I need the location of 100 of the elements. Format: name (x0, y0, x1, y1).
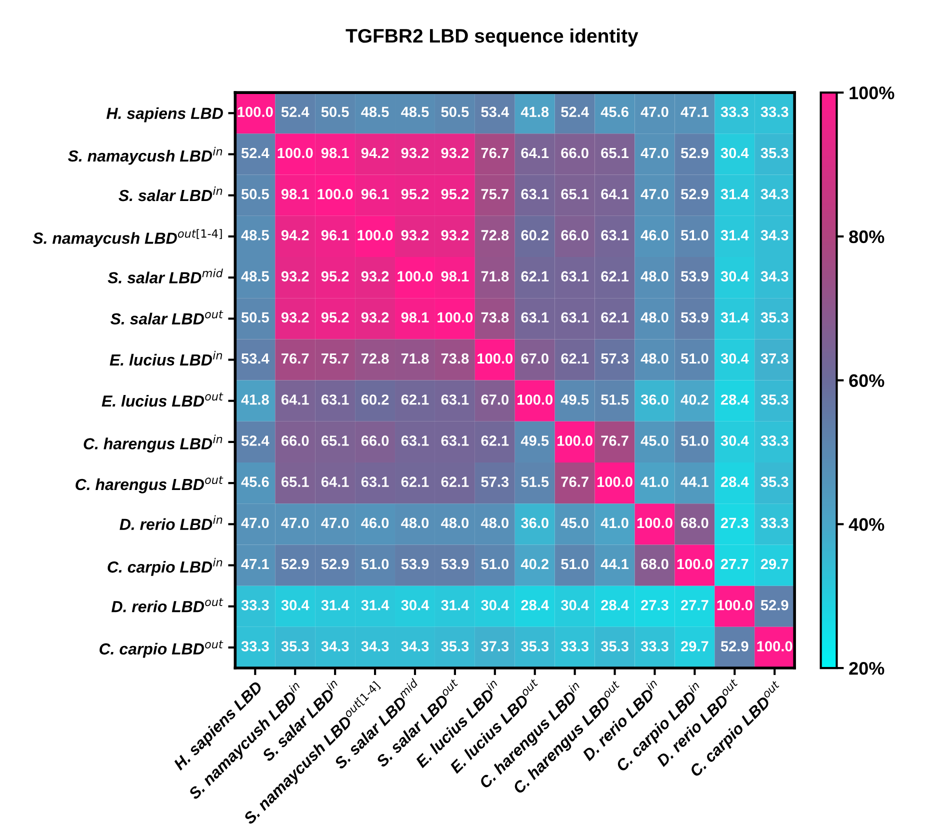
data-label: 44.1 (600, 559, 629, 570)
data-label: 48.0 (640, 353, 668, 364)
data-label: 98.1 (281, 188, 309, 200)
data-label: 66.0 (361, 436, 389, 446)
data-label: 52.9 (281, 558, 309, 570)
chart-title: TGFBR2 LBD sequence identity (346, 28, 638, 47)
data-label: 62.1 (561, 353, 589, 364)
data-label: 53.9 (680, 271, 708, 282)
data-label: 46.0 (640, 230, 668, 240)
data-label: 68.0 (681, 518, 708, 528)
data-label: 52.4 (281, 106, 310, 118)
data-label: 71.8 (401, 353, 429, 364)
data-label: 47.0 (321, 518, 349, 528)
data-label: 65.1 (281, 476, 309, 487)
data-label: 47.1 (680, 106, 708, 117)
data-label: 41.8 (520, 106, 549, 118)
data-label: 33.3 (760, 106, 788, 118)
data-label: 93.2 (441, 148, 469, 158)
data-label: 33.3 (241, 641, 269, 652)
y-tick-label: H. sapiens LBD (106, 107, 223, 122)
data-label: 50.5 (321, 106, 349, 118)
data-label: 100.0 (438, 312, 473, 323)
data-label: 47.0 (640, 148, 668, 158)
data-label: 28.4 (521, 600, 549, 610)
data-label: 34.3 (760, 230, 788, 240)
data-label: 53.9 (680, 312, 708, 323)
data-label: 48.0 (640, 271, 668, 282)
data-label: 52.4 (241, 436, 270, 446)
data-label: 76.7 (481, 148, 508, 158)
data-label: 35.3 (281, 641, 309, 652)
data-label: 64.1 (321, 476, 349, 487)
data-label: 31.4 (720, 230, 749, 240)
data-label: 63.1 (561, 271, 589, 282)
data-label: 63.1 (441, 436, 469, 446)
data-label: 34.3 (760, 271, 788, 282)
data-label: 98.1 (321, 148, 349, 158)
data-label: 52.9 (720, 641, 748, 652)
data-label: 27.7 (720, 558, 748, 570)
data-label: 62.1 (601, 271, 629, 282)
data-label: 28.4 (720, 394, 749, 405)
data-label: 45.6 (241, 476, 269, 487)
data-label: 93.2 (281, 312, 309, 323)
data-label: 65.1 (601, 148, 629, 158)
data-label: 33.3 (640, 641, 668, 652)
data-label: 100.0 (518, 394, 553, 405)
data-label: 46.0 (361, 518, 389, 528)
data-label: 40.2 (680, 394, 708, 405)
data-label: 94.2 (361, 148, 389, 158)
y-tick-label: C. carpio LBD$^{out}$ (100, 640, 224, 658)
data-label: 93.2 (441, 230, 469, 240)
y-tick-label: S. salar LBD$^{in}$ (118, 186, 222, 202)
data-label: 96.1 (361, 188, 389, 200)
data-label: 76.7 (561, 476, 588, 487)
data-label: 67.0 (481, 394, 508, 405)
data-label: 68.0 (641, 558, 668, 570)
data-label: 53.9 (441, 558, 469, 570)
data-label: 100.0 (318, 188, 353, 200)
data-label: 50.5 (441, 106, 469, 118)
data-label: 31.4 (720, 188, 749, 200)
data-label: 62.1 (481, 436, 509, 446)
data-label: 67.0 (521, 353, 548, 364)
data-label: 93.2 (361, 312, 389, 323)
data-label: 63.1 (601, 230, 629, 240)
data-label: 30.4 (481, 600, 510, 610)
data-label: 35.3 (760, 394, 788, 405)
data-label: 35.3 (441, 641, 469, 652)
y-tick-label: S. salar LBD$^{mid}$ (108, 268, 223, 284)
data-label: 51.0 (680, 353, 708, 364)
y-tick-label: C. harengus LBD$^{in}$ (84, 434, 222, 453)
color-bar-label: 40% (848, 518, 884, 531)
data-label: 100.0 (717, 600, 752, 610)
color-bar-label: 100% (850, 86, 894, 100)
data-label: 44.1 (680, 476, 708, 487)
data-label: 52.4 (241, 148, 270, 158)
data-label: 52.9 (321, 558, 349, 570)
data-label: 93.2 (361, 271, 389, 282)
data-label: 66.0 (561, 230, 588, 240)
data-label: 41.0 (640, 476, 668, 487)
data-label: 93.2 (401, 148, 429, 158)
data-label: 35.3 (760, 148, 788, 158)
data-label: 33.3 (560, 641, 588, 652)
data-label: 34.3 (321, 641, 349, 652)
data-label: 62.1 (441, 476, 469, 487)
data-label: 52.9 (760, 600, 788, 610)
data-label: 51.0 (680, 230, 708, 240)
data-label: 35.3 (760, 312, 788, 323)
data-label: 41.0 (600, 518, 628, 528)
data-label: 47.0 (640, 106, 668, 118)
data-label: 48.0 (440, 518, 469, 528)
data-label: 40.2 (520, 558, 548, 570)
data-label: 33.3 (720, 106, 748, 118)
data-label: 45.0 (560, 518, 588, 528)
data-label: 73.8 (441, 353, 469, 364)
data-label: 64.1 (601, 188, 629, 200)
data-label: 64.1 (521, 148, 549, 158)
data-label: 31.4 (321, 600, 350, 610)
data-label: 100.0 (358, 230, 393, 240)
data-label: 60.2 (521, 230, 548, 240)
data-label: 51.5 (521, 476, 549, 487)
data-label: 100.0 (597, 476, 632, 487)
